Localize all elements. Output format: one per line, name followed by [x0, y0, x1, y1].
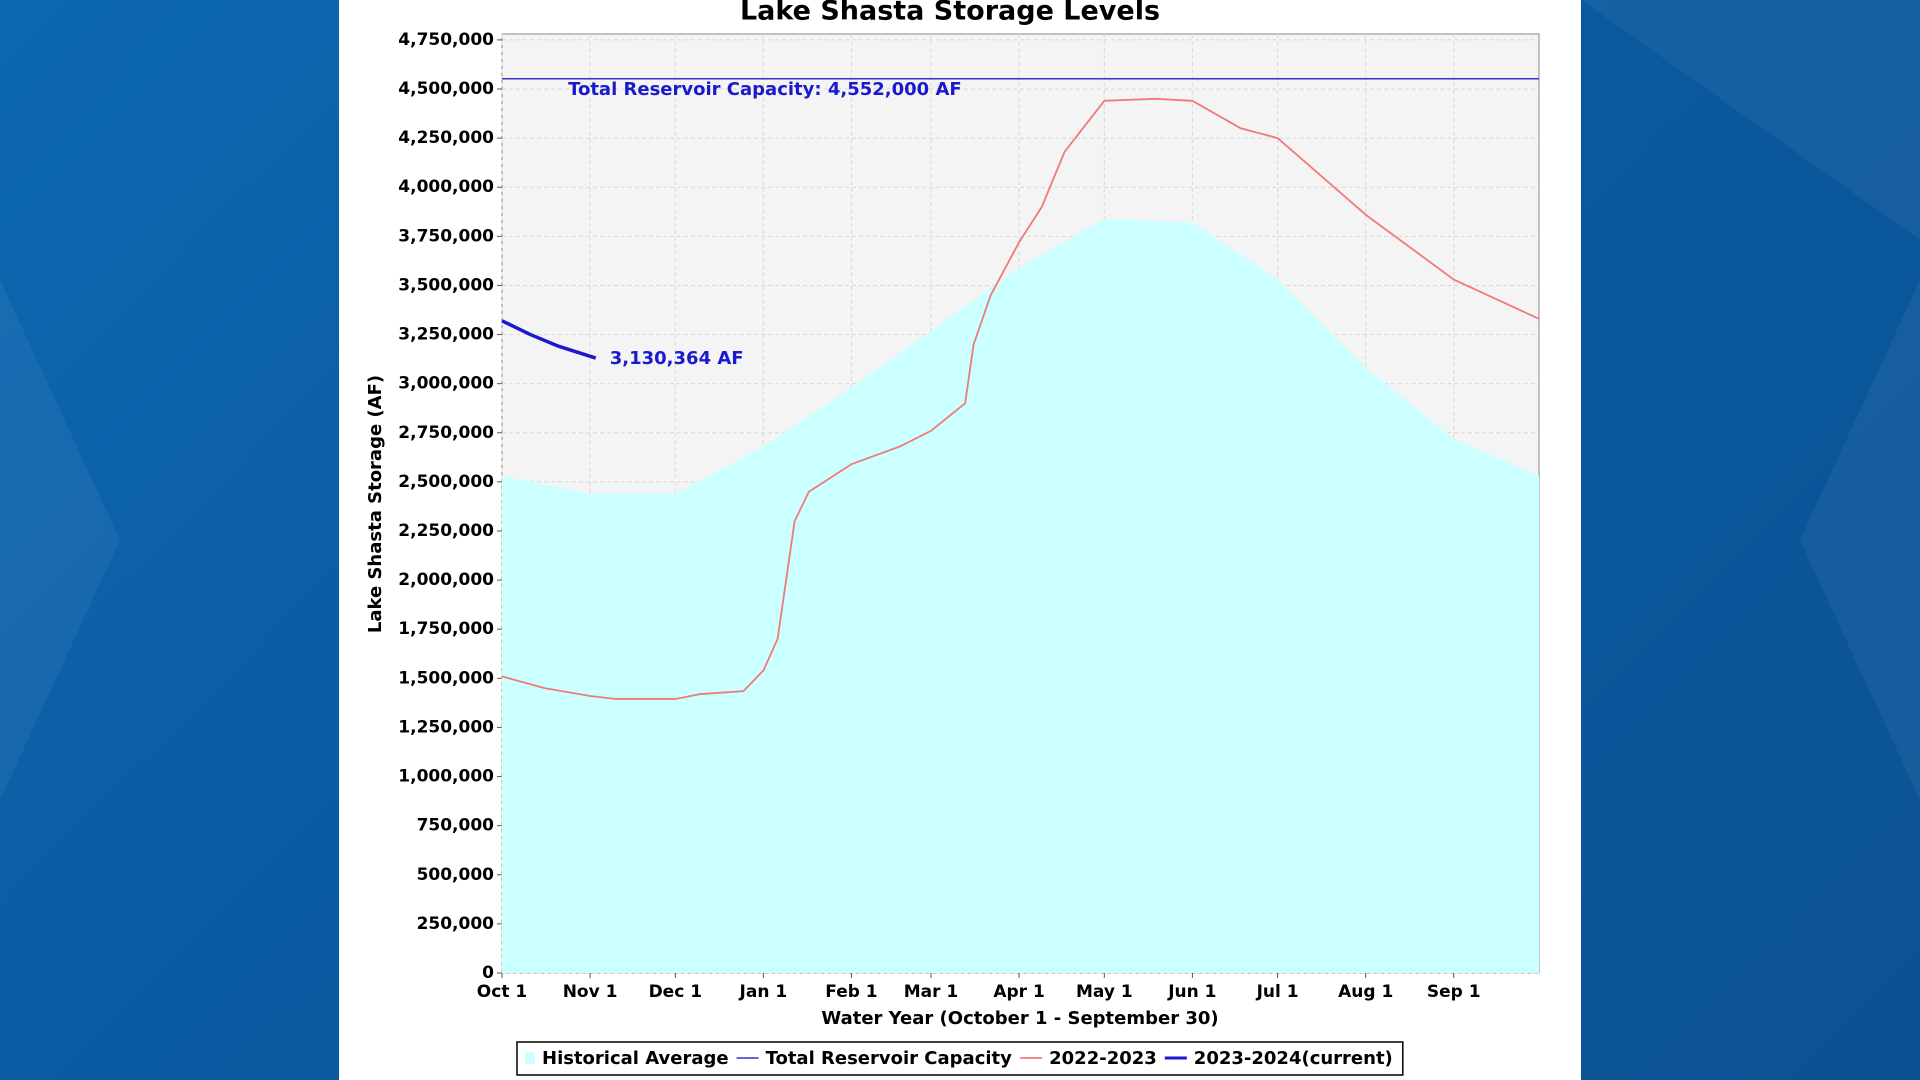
- legend: Historical Average Total Reservoir Capaci…: [516, 1041, 1404, 1076]
- legend-label: Historical Average: [542, 1048, 729, 1069]
- x-tick-label: Feb 1: [825, 982, 877, 1002]
- annotation: 3,130,364 AF: [610, 348, 744, 369]
- y-tick-label: 1,250,000: [398, 717, 494, 737]
- y-tick-label: 4,750,000: [398, 30, 494, 50]
- annotation: Total Reservoir Capacity: 4,552,000 AF: [568, 79, 962, 100]
- x-tick-label: Oct 1: [477, 982, 527, 1002]
- x-tick-label: May 1: [1076, 982, 1133, 1002]
- area: [502, 218, 1539, 973]
- y-tick-label: 3,750,000: [398, 226, 494, 246]
- y-tick-label: 4,000,000: [398, 177, 494, 197]
- line: [501, 319, 597, 360]
- y-tick-label: 2,000,000: [398, 570, 494, 590]
- y-axis-label: Lake Shasta Storage (AF): [365, 375, 386, 633]
- x-tick-label: Mar 1: [904, 982, 959, 1002]
- background-pattern: [0, 0, 1920, 800]
- x-tick-label: Sep 1: [1427, 982, 1481, 1002]
- legend-label: Total Reservoir Capacity: [766, 1048, 1013, 1069]
- y-tick-label: 2,250,000: [398, 521, 494, 541]
- line: [501, 97, 1540, 700]
- y-tick-label: 4,500,000: [398, 79, 494, 99]
- y-tick-label: 2,500,000: [398, 472, 494, 492]
- y-tick-label: 1,500,000: [398, 668, 494, 688]
- x-tick-label: Apr 1: [993, 982, 1044, 1002]
- y-tick-label: 500,000: [417, 865, 495, 885]
- x-tick-label: Nov 1: [563, 982, 618, 1002]
- legend-label: 2022-2023: [1049, 1048, 1157, 1069]
- y-tick-label: 3,500,000: [398, 275, 494, 295]
- y-tick-label: 2,750,000: [398, 423, 494, 443]
- chart-title: Lake Shasta Storage Levels: [740, 0, 1160, 27]
- legend-swatch: [525, 1052, 535, 1064]
- x-tick-label: Dec 1: [649, 982, 702, 1002]
- legend-box: [516, 1041, 1404, 1076]
- y-tick-label: 4,250,000: [398, 128, 494, 148]
- y-tick-label: 3,000,000: [398, 374, 494, 394]
- y-tick-label: 0: [482, 963, 494, 983]
- x-axis-label: Water Year (October 1 - September 30): [821, 1008, 1218, 1029]
- y-tick-label: 1,750,000: [398, 619, 494, 639]
- x-tick-label: Jun 1: [1167, 982, 1216, 1002]
- x-tick-label: Jan 1: [739, 982, 788, 1002]
- y-tick-label: 1,000,000: [398, 767, 494, 787]
- y-tick-label: 250,000: [417, 914, 495, 934]
- x-tick-label: Jul 1: [1256, 982, 1299, 1002]
- y-tick-label: 3,250,000: [398, 325, 494, 345]
- legend-label: 2023-2024(current): [1194, 1048, 1393, 1069]
- x-tick-label: Aug 1: [1338, 982, 1393, 1002]
- y-tick-label: 750,000: [417, 816, 495, 836]
